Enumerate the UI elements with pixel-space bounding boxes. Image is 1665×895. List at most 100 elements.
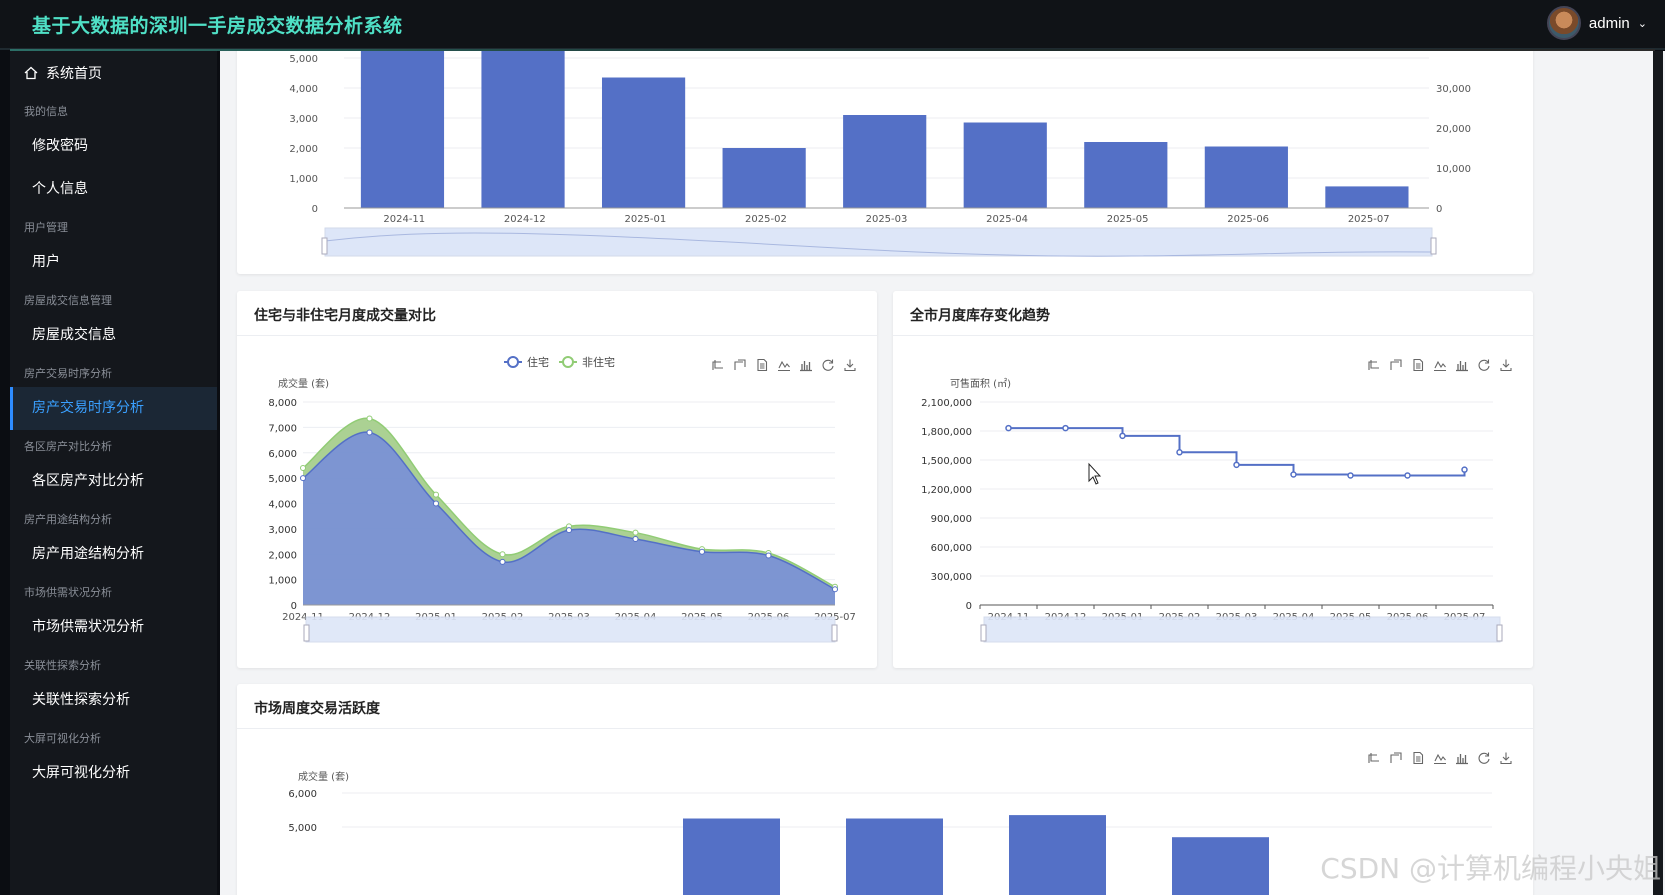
save-image-icon[interactable] <box>843 358 857 372</box>
x-tick-label: 2025-04 <box>986 214 1028 225</box>
sidebar-menu: 我的信息 修改密码 个人信息 用户管理 用户 房屋成交信息管理 房屋成交信息 房产交易时序分析… <box>10 95 217 795</box>
y-tick-label: 300,000 <box>931 572 972 583</box>
data-view-icon[interactable] <box>755 358 769 372</box>
bar-chart[interactable]: 0 1,000 2,000 3,000 4,000 5,000 0 10,000 20,000 3… <box>237 51 1533 274</box>
bar <box>1204 146 1288 208</box>
sidebar-group-label: 市场供需状况分析 <box>24 586 112 599</box>
data-point <box>1005 424 1012 432</box>
sidebar-item[interactable]: 房屋成交信息 <box>32 327 116 343</box>
sidebar-group-label: 关联性探索分析 <box>24 659 101 672</box>
save-image-icon[interactable] <box>1499 358 1513 372</box>
main-content: 0 1,000 2,000 3,000 4,000 5,000 0 10,000 20,000 3… <box>220 51 1665 895</box>
sidebar-item[interactable]: 大屏可视化分析 <box>32 765 130 781</box>
data-point <box>1062 424 1069 432</box>
zoom-icon[interactable] <box>711 358 725 372</box>
y-tick-label: 2,000 <box>289 144 318 155</box>
bar <box>722 148 806 208</box>
chart-card-weekly-activity: 市场周度交易活跃度 成交量 (套) 5,000 6,000 <box>237 684 1533 895</box>
data-point <box>366 429 373 436</box>
data-zoom-handle-left <box>980 624 987 642</box>
sidebar-item[interactable]: 修改密码 <box>32 138 88 154</box>
zoom-reset-icon[interactable] <box>1389 751 1403 765</box>
bar <box>1172 837 1269 895</box>
y-tick-label: 5,000 <box>289 54 318 65</box>
data-point <box>765 552 772 559</box>
y-tick-label: 7,000 <box>268 423 297 434</box>
restore-icon[interactable] <box>1477 751 1491 765</box>
top-header: 基于大数据的深圳一手房成交数据分析系统 admin ⌄ <box>0 0 1665 51</box>
y-tick-label: 3,000 <box>268 525 297 536</box>
sidebar-item[interactable]: 房产交易时序分析 <box>10 387 217 430</box>
user-menu[interactable]: admin ⌄ <box>1546 6 1647 40</box>
sidebar-group-label: 用户管理 <box>24 221 68 234</box>
step-line-chart[interactable]: 可售面积 (㎡) 0 300,000 600,000 900,000 1,200,000 1… <box>893 291 1533 668</box>
y-tick-label: 600,000 <box>931 543 972 554</box>
bar-switch-icon[interactable] <box>1455 358 1469 372</box>
sidebar-item[interactable]: 个人信息 <box>32 181 88 197</box>
zoom-icon[interactable] <box>1367 358 1381 372</box>
line-switch-icon[interactable] <box>777 358 791 372</box>
data-point <box>1404 472 1411 479</box>
bar <box>1084 142 1168 208</box>
sidebar-group-label: 房产用途结构分析 <box>24 513 112 526</box>
zoom-icon[interactable] <box>1367 751 1381 765</box>
zoom-reset-icon[interactable] <box>1389 358 1403 372</box>
weekly-bar-chart[interactable]: 成交量 (套) 5,000 6,000 <box>237 684 1533 895</box>
restore-icon[interactable] <box>1477 358 1491 372</box>
x-tick-label: 2025-06 <box>1227 214 1269 225</box>
data-zoom-handle-left <box>321 237 328 255</box>
data-view-icon[interactable] <box>1411 751 1425 765</box>
x-tick-label: 2025-02 <box>745 214 787 225</box>
divider <box>893 335 1533 336</box>
zoom-reset-icon[interactable] <box>733 358 747 372</box>
sidebar-group-label: 房产交易时序分析 <box>24 367 112 380</box>
sidebar-item-label: 系统首页 <box>46 66 102 82</box>
data-point <box>1347 472 1354 479</box>
y-tick-label: 0 <box>966 601 972 612</box>
chart-title: 全市月度库存变化趋势 <box>910 308 1050 324</box>
sidebar-item[interactable]: 关联性探索分析 <box>32 692 130 708</box>
y-tick-label: 6,000 <box>268 449 297 460</box>
sidebar: 系统首页 我的信息 修改密码 个人信息 用户管理 用户 房屋成交信息管理 房屋成交信息 房产交… <box>10 51 217 895</box>
data-zoom-handle-right <box>831 624 838 642</box>
x-tick-label: 2024-12 <box>504 214 546 225</box>
y-tick-label: 1,000 <box>268 576 297 587</box>
data-point <box>1461 466 1468 473</box>
x-tick-label: 2025-01 <box>624 214 666 225</box>
bar-switch-icon[interactable] <box>799 358 813 372</box>
y-tick-label: 900,000 <box>931 514 972 525</box>
y-tick-label: 5,000 <box>268 474 297 485</box>
data-zoom-slider <box>983 616 1501 643</box>
y-axis-label: 可售面积 (㎡) <box>950 377 1011 390</box>
x-tick-label: 2025-05 <box>1107 214 1149 225</box>
x-tick-label: 2024-11 <box>282 612 324 623</box>
data-zoom-handle-right <box>1430 237 1437 255</box>
save-image-icon[interactable] <box>1499 751 1513 765</box>
page-scrollbar[interactable] <box>1653 51 1663 895</box>
sidebar-item[interactable]: 各区房产对比分析 <box>32 473 144 489</box>
home-icon <box>24 66 38 80</box>
y-tick-label: 4,000 <box>268 500 297 511</box>
user-name[interactable]: admin <box>1588 14 1630 32</box>
data-zoom-slider <box>324 227 1433 257</box>
line-switch-icon[interactable] <box>1433 358 1447 372</box>
chart-toolbox <box>1367 751 1513 765</box>
chevron-down-icon[interactable]: ⌄ <box>1637 16 1647 30</box>
sidebar-item-home[interactable]: 系统首页 <box>10 51 217 95</box>
sidebar-item[interactable]: 市场供需状况分析 <box>32 619 144 635</box>
x-tick-label: 2025-03 <box>866 214 908 225</box>
data-point <box>1119 432 1126 440</box>
line-switch-icon[interactable] <box>1433 751 1447 765</box>
sidebar-item[interactable]: 用户 <box>32 254 60 270</box>
bar-switch-icon[interactable] <box>1455 751 1469 765</box>
divider <box>237 728 1533 729</box>
restore-icon[interactable] <box>821 358 835 372</box>
legend-marker-nonresidential <box>562 356 574 368</box>
bar <box>846 818 943 895</box>
y-tick-label: 8,000 <box>268 398 297 409</box>
y-tick-label: 6,000 <box>288 789 317 800</box>
sidebar-item[interactable]: 房产用途结构分析 <box>32 546 144 562</box>
avatar[interactable] <box>1546 6 1581 40</box>
data-view-icon[interactable] <box>1411 358 1425 372</box>
